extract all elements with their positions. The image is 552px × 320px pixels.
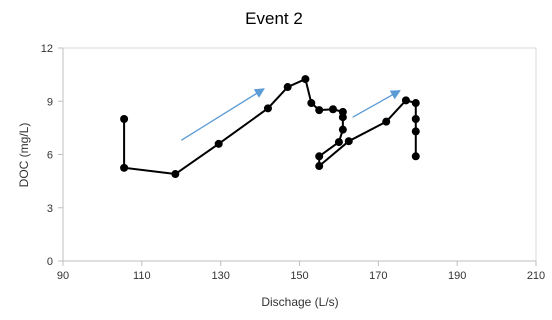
data-point	[382, 117, 391, 126]
trend-arrow	[180, 88, 265, 141]
data-point	[307, 99, 316, 108]
y-tick-label: 9	[47, 96, 53, 108]
data-series	[120, 75, 420, 179]
data-point	[338, 113, 347, 122]
axes	[62, 48, 536, 262]
x-tick-label: 90	[57, 270, 69, 282]
y-tick-label: 12	[41, 43, 53, 55]
data-point	[411, 152, 420, 161]
data-point	[329, 105, 338, 114]
data-point	[315, 152, 324, 161]
chart-title: Event 2	[245, 9, 303, 28]
series-line	[123, 78, 417, 176]
trend-arrows	[180, 88, 401, 141]
data-point	[411, 127, 420, 136]
data-point	[263, 104, 272, 113]
data-point	[411, 99, 420, 108]
data-point	[401, 96, 410, 105]
x-tick-label: 150	[290, 270, 308, 282]
y-tick-label: 0	[47, 256, 53, 268]
data-point	[214, 139, 223, 148]
x-tick-label: 190	[448, 270, 466, 282]
data-point	[338, 125, 347, 134]
plot-area-frame	[62, 47, 537, 262]
data-point	[411, 115, 420, 123]
data-point	[344, 137, 353, 146]
x-tick-label: 210	[527, 270, 545, 282]
x-tick-label: 130	[211, 270, 229, 282]
y-axis-label: DOC (mg/L)	[17, 123, 31, 188]
data-point	[171, 170, 180, 179]
x-axis-label: Dischage (L/s)	[261, 295, 338, 309]
y-tick-label: 3	[47, 203, 53, 215]
data-point	[334, 138, 343, 147]
tick-labels: 90 110 130 150 170 190 210 0 3 6 9 12	[41, 43, 545, 282]
data-point	[120, 163, 129, 172]
x-tick-label: 170	[369, 270, 387, 282]
data-point	[120, 115, 129, 123]
data-point	[301, 75, 310, 84]
data-point	[315, 162, 324, 171]
x-tick-label: 110	[133, 270, 151, 282]
data-point	[315, 106, 324, 115]
data-point	[283, 83, 292, 92]
trend-arrow	[352, 90, 401, 118]
y-tick-label: 6	[47, 150, 53, 162]
